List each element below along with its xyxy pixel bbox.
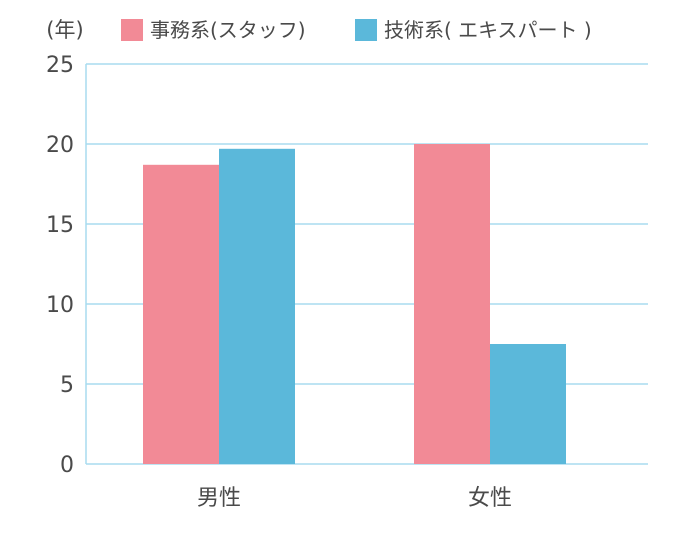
x-tick-label: 女性: [468, 486, 512, 511]
bar-technical-1: [490, 344, 566, 464]
y-axis-title: (年): [46, 18, 83, 42]
y-tick-label: 20: [46, 133, 74, 158]
y-tick-label: 15: [46, 213, 74, 238]
legend-swatch-office: [121, 19, 143, 41]
bar-office-0: [143, 164, 219, 465]
legend-label-technical: 技術系( エキスパート ): [384, 18, 592, 42]
bar-office-1: [414, 144, 490, 464]
bars: [143, 144, 566, 465]
legend-label-office: 事務系(スタッフ): [150, 18, 306, 42]
x-tick-label: 男性: [197, 486, 241, 511]
axes: 0 5 10 15 20 25 男性 女性: [46, 53, 512, 511]
legend: 事務系(スタッフ) 技術系( エキスパート ): [121, 18, 592, 42]
y-tick-label: 10: [46, 293, 74, 318]
y-tick-label: 0: [60, 453, 74, 478]
y-tick-label: 5: [60, 373, 74, 398]
y-tick-label: 25: [46, 53, 74, 78]
bar-technical-0: [219, 148, 295, 465]
legend-swatch-technical: [355, 19, 377, 41]
